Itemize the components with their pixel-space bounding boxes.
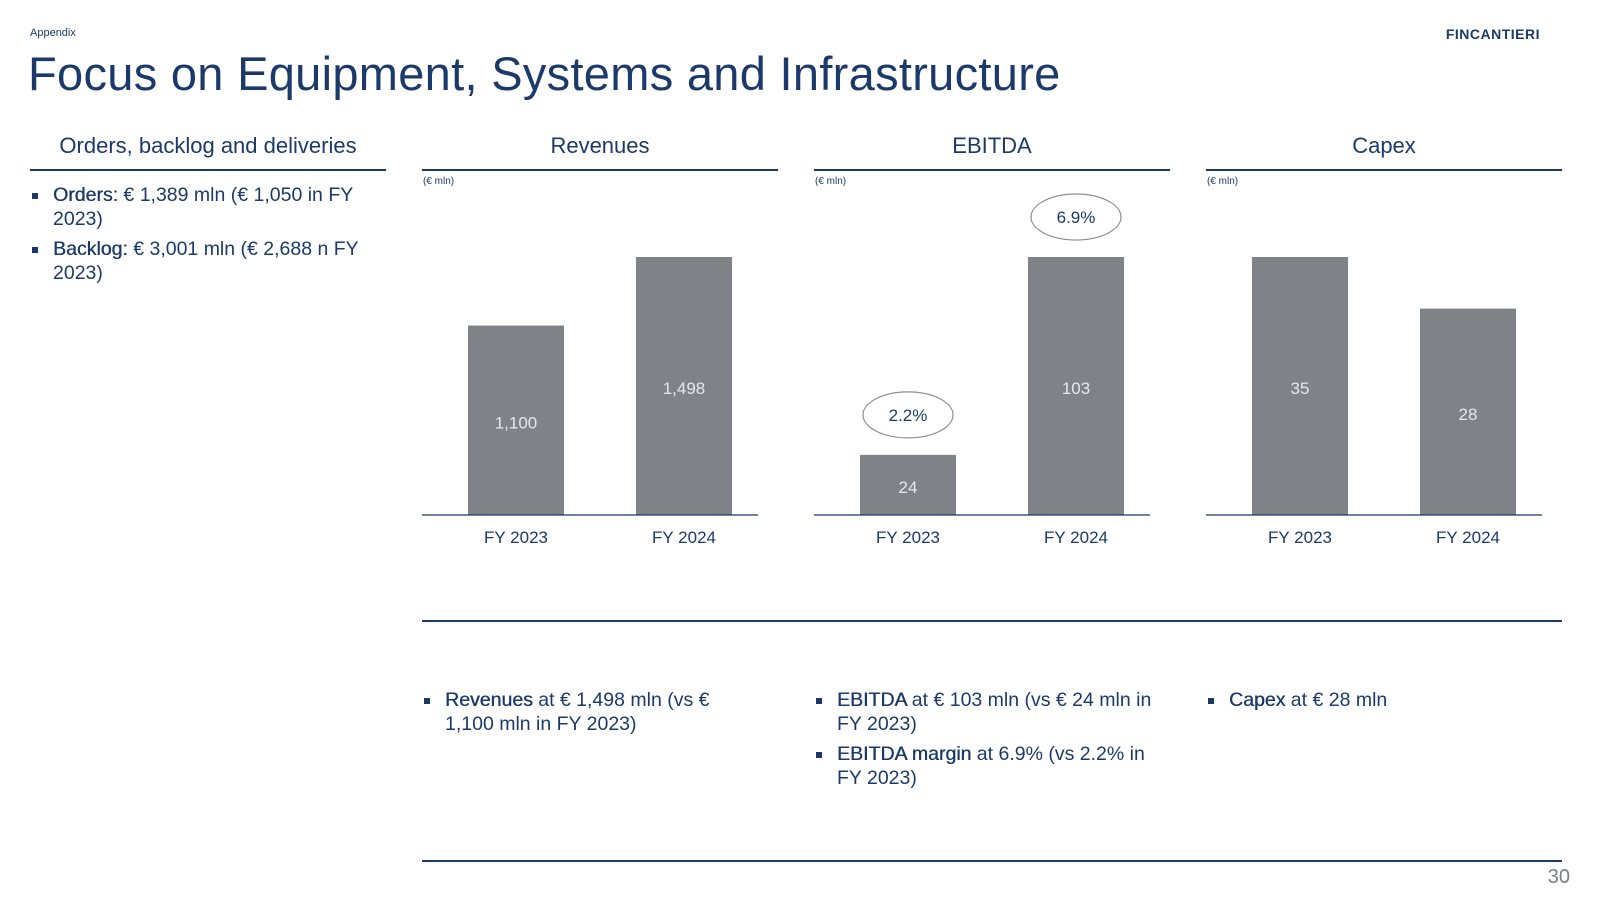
revenues-category-label: FY 2024 (652, 528, 716, 547)
capex-bar (1420, 308, 1516, 515)
backlog-item: Backlog: € 3,001 mln (€ 2,688 n FY 2023) (30, 237, 386, 285)
ebitda-data-label: 24 (899, 478, 918, 497)
capex-heading: Capex (1206, 131, 1562, 171)
orders-heading: Orders, backlog and deliveries (30, 131, 386, 171)
revenues-unit: (€ mln) (423, 176, 455, 187)
ebitda-commentary: EBITDA at € 103 mln (vs € 24 mln in FY 2… (814, 688, 1170, 796)
revenues-commentary-label: Revenues (445, 689, 533, 711)
ebitda-margin-label: 6.9% (1057, 208, 1096, 227)
revenues-chart: 1,100 FY 2023 1,498 FY 2024 (422, 257, 758, 547)
revenues-bar (636, 257, 732, 515)
revenues-commentary: Revenues at € 1,498 mln (vs € 1,100 mln … (422, 688, 742, 742)
capex-category-label: FY 2024 (1436, 528, 1500, 547)
revenues-data-label: 1,498 (663, 379, 706, 398)
revenues-data-label: 1,100 (495, 413, 538, 432)
ebitda-unit: (€ mln) (815, 176, 847, 187)
page-number: 30 (1547, 866, 1570, 888)
ebitda-heading: EBITDA (814, 131, 1170, 171)
orders-item: Orders: € 1,389 mln (€ 1,050 in FY 2023) (30, 183, 386, 231)
backlog-item-label: Backlog: (53, 238, 128, 260)
ebitda-commentary-text: at € 103 mln (vs € 24 mln in FY 2023) (837, 689, 1152, 735)
section-label: Appendix (30, 27, 76, 39)
revenues-heading: Revenues (422, 131, 778, 171)
ebitda-category-label: FY 2024 (1044, 528, 1108, 547)
ebitda-margin-bubble (1030, 193, 1122, 241)
orders-item-label: Orders: (53, 184, 119, 206)
orders-item-text: € 1,389 mln (€ 1,050 in FY 2023) (53, 184, 353, 230)
backlog-item-text: € 3,001 mln (€ 2,688 n FY 2023) (53, 238, 359, 284)
capex-unit: (€ mln) (1207, 176, 1239, 187)
ebitda-margin-bubble (862, 391, 954, 439)
orders-list: Orders: € 1,389 mln (€ 1,050 in FY 2023)… (30, 183, 386, 291)
ebitda-commentary-item: EBITDA at € 103 mln (vs € 24 mln in FY 2… (814, 688, 1170, 736)
ebitda-bar (1028, 257, 1124, 515)
revenues-commentary-text: at € 1,498 mln (vs € 1,100 mln in FY 202… (445, 689, 710, 735)
ebitda-margin-label: 2.2% (889, 406, 928, 425)
ebitda-margin-commentary-item: EBITDA margin at 6.9% (vs 2.2% in FY 202… (814, 742, 1170, 790)
capex-bar (1252, 257, 1348, 515)
capex-commentary-text: at € 28 mln (1285, 689, 1388, 711)
revenues-bar (468, 325, 564, 515)
company-logo: FINCANTIERI (1445, 26, 1540, 42)
capex-commentary: Capex at € 28 mln (1206, 688, 1562, 718)
capex-data-label: 35 (1291, 379, 1310, 398)
ebitda-data-label: 103 (1062, 379, 1090, 398)
ebitda-margin-commentary-text: at 6.9% (vs 2.2% in FY 2023) (837, 743, 1145, 789)
capex-category-label: FY 2023 (1268, 528, 1332, 547)
capex-chart: 35 FY 2023 28 FY 2024 (1206, 257, 1542, 547)
ebitda-chart: 24 FY 2023 2.2% 103 FY 2024 6.9% (814, 193, 1150, 547)
capex-commentary-item: Capex at € 28 mln (1206, 688, 1562, 712)
revenues-commentary-item: Revenues at € 1,498 mln (vs € 1,100 mln … (422, 688, 742, 736)
capex-data-label: 28 (1459, 405, 1478, 424)
revenues-category-label: FY 2023 (484, 528, 548, 547)
ebitda-commentary-label: EBITDA (837, 689, 907, 711)
commentary-bottom-rule (422, 860, 1562, 862)
commentary-top-rule (422, 620, 1562, 622)
ebitda-category-label: FY 2023 (876, 528, 940, 547)
page-title: Focus on Equipment, Systems and Infrastr… (28, 47, 1061, 100)
ebitda-bar (860, 454, 956, 515)
capex-commentary-label: Capex (1229, 689, 1286, 711)
ebitda-margin-commentary-label: EBITDA margin (837, 743, 972, 765)
